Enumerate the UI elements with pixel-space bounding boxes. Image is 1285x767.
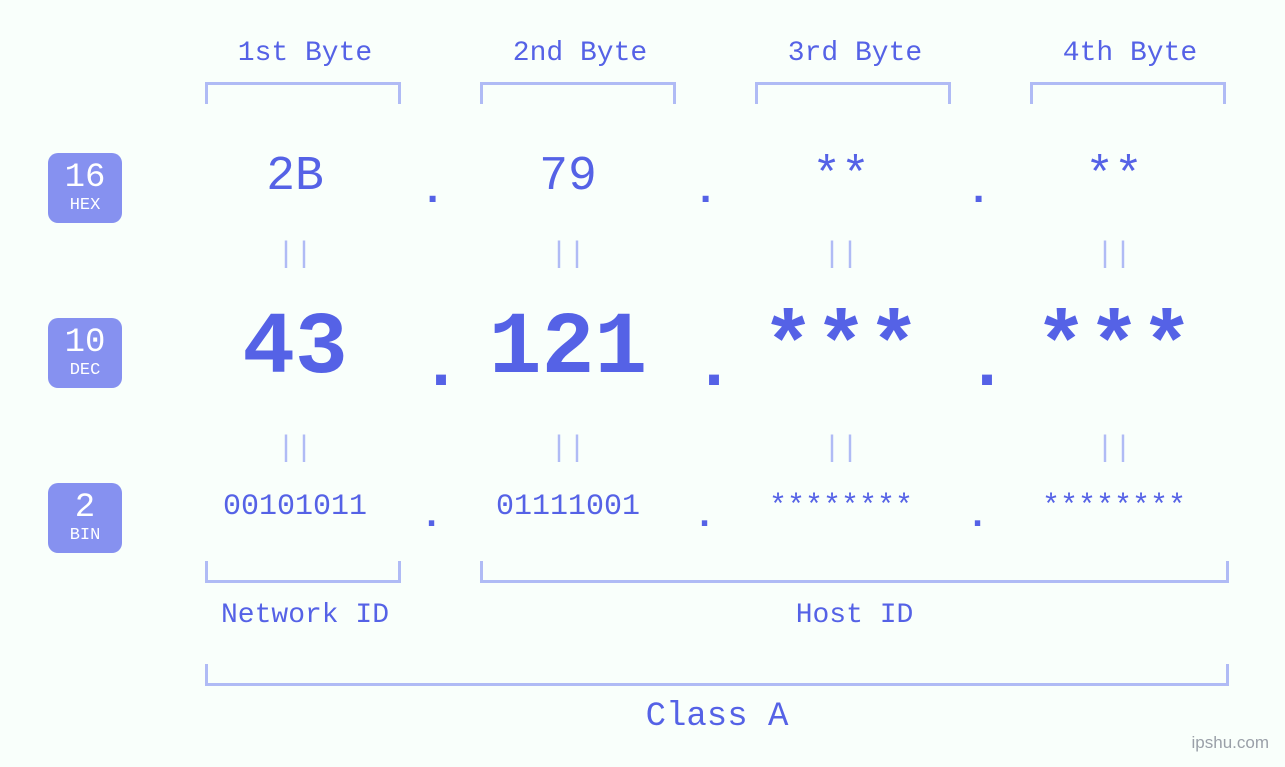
bin-byte-2: 01111001	[443, 490, 693, 524]
dot: .	[966, 167, 989, 215]
class-bracket	[205, 664, 1229, 686]
dec-byte-4: ***	[989, 300, 1239, 399]
byte-header-2: 2nd Byte	[480, 38, 680, 69]
hex-row: 2B . 79 . ** . **	[170, 150, 1240, 204]
dot: .	[420, 495, 443, 538]
byte-header-1: 1st Byte	[205, 38, 405, 69]
base-num-hex: 16	[48, 161, 122, 195]
equals-row-2: || . || . || . ||	[170, 432, 1240, 466]
base-badge-hex: 16 HEX	[48, 153, 122, 223]
bin-row: 00101011 . 01111001 . ******** . *******…	[170, 485, 1240, 528]
equals: ||	[443, 238, 693, 272]
equals: ||	[443, 432, 693, 466]
equals: ||	[170, 432, 420, 466]
base-label-bin: BIN	[48, 525, 122, 547]
base-badge-bin: 2 BIN	[48, 483, 122, 553]
dec-byte-1: 43	[170, 300, 420, 399]
byte-header-3: 3rd Byte	[755, 38, 955, 69]
base-num-dec: 10	[48, 326, 122, 360]
dot: .	[966, 328, 989, 407]
top-bracket-4	[1030, 82, 1226, 104]
hex-byte-1: 2B	[170, 150, 420, 204]
dot: .	[420, 328, 443, 407]
hex-byte-2: 79	[443, 150, 693, 204]
bin-byte-3: ********	[716, 490, 966, 524]
dec-byte-2: 121	[443, 300, 693, 399]
equals-row-1: || . || . || . ||	[170, 238, 1240, 272]
equals: ||	[989, 432, 1239, 466]
network-id-bracket	[205, 561, 401, 583]
byte-header-4: 4th Byte	[1030, 38, 1230, 69]
equals: ||	[989, 238, 1239, 272]
dot: .	[966, 495, 989, 538]
base-label-hex: HEX	[48, 195, 122, 217]
top-bracket-3	[755, 82, 951, 104]
top-bracket-1	[205, 82, 401, 104]
base-badge-dec: 10 DEC	[48, 318, 122, 388]
dot: .	[693, 328, 716, 407]
host-id-bracket	[480, 561, 1229, 583]
top-bracket-2	[480, 82, 676, 104]
hex-byte-3: **	[716, 150, 966, 204]
bin-byte-1: 00101011	[170, 490, 420, 524]
bin-byte-4: ********	[989, 490, 1239, 524]
class-label: Class A	[205, 698, 1229, 736]
hex-byte-4: **	[989, 150, 1239, 204]
dec-row: 43 . 121 . *** . ***	[170, 300, 1240, 399]
network-id-label: Network ID	[205, 600, 405, 631]
watermark: ipshu.com	[1192, 733, 1269, 753]
base-num-bin: 2	[48, 491, 122, 525]
equals: ||	[716, 238, 966, 272]
equals: ||	[716, 432, 966, 466]
dot: .	[693, 167, 716, 215]
base-label-dec: DEC	[48, 360, 122, 382]
dot: .	[420, 167, 443, 215]
equals: ||	[170, 238, 420, 272]
dec-byte-3: ***	[716, 300, 966, 399]
dot: .	[693, 495, 716, 538]
host-id-label: Host ID	[480, 600, 1229, 631]
